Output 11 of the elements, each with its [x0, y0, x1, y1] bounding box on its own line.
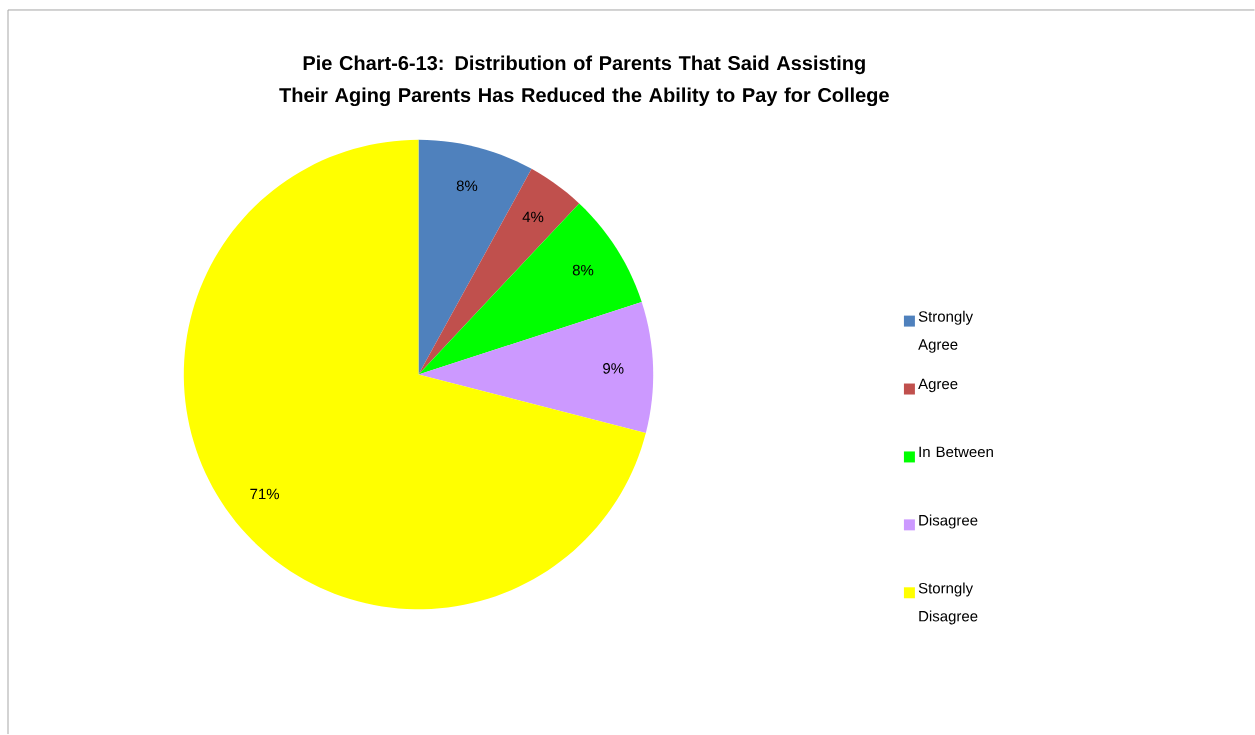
- legend-label: Strongly Agree: [918, 311, 974, 353]
- data-label: 71%: [250, 488, 280, 500]
- data-label: 4%: [522, 211, 544, 223]
- chart-title: Pie Chart-6-13: Distribution of Parents That Said Assisting Their Aging Parents Has Reduced the Ability to Pay for College: [279, 55, 889, 107]
- legend-label: Agree: [918, 378, 958, 393]
- legend-label: In Between: [919, 446, 993, 458]
- data-label: 9%: [603, 363, 624, 374]
- legend-label: Storngly Disagree: [918, 582, 978, 625]
- data-label: 8%: [456, 180, 478, 192]
- data-label: 8%: [572, 265, 594, 276]
- legend-label: Disagree: [919, 514, 978, 529]
